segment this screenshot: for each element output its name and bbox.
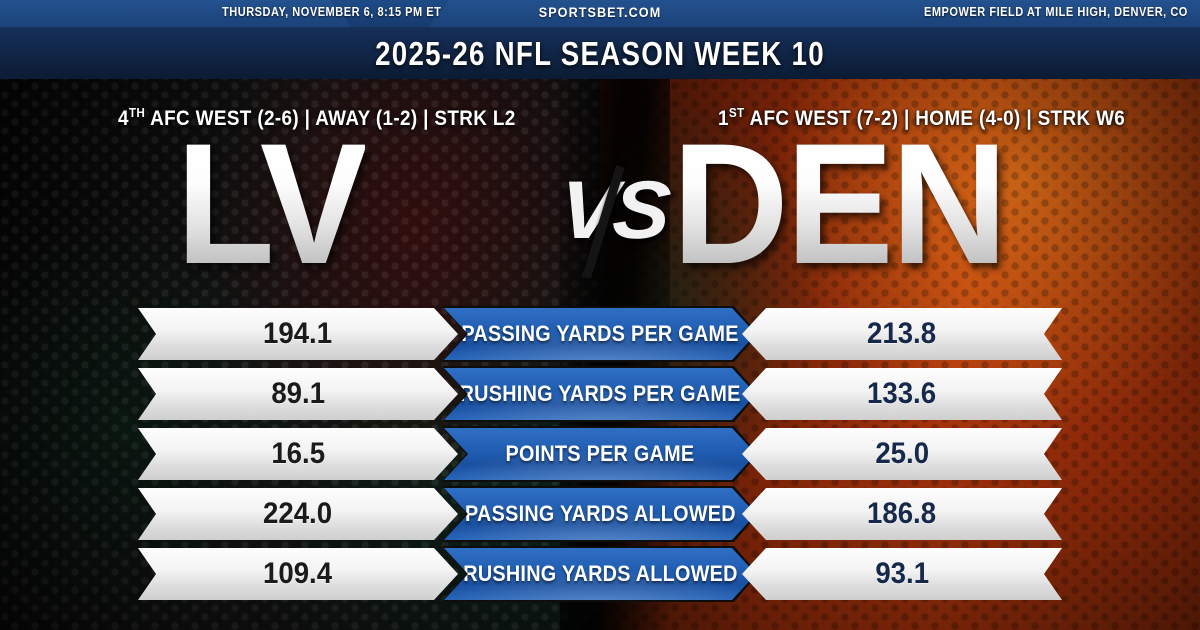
home-team-abbr: DEN [672, 108, 1008, 300]
table-row: 224.0 PASSING YARDS ALLOWED 186.8 [0, 486, 1200, 542]
away-stat-value-cell: 194.1 [138, 308, 458, 360]
home-stat-value: 213.8 [867, 317, 937, 350]
home-stat-value-cell: 93.1 [742, 548, 1062, 600]
away-stat-value: 194.1 [263, 317, 333, 350]
header-notch [330, 0, 450, 30]
away-stat-value-cell: 16.5 [138, 428, 458, 480]
away-stat-value-cell: 109.4 [138, 548, 458, 600]
home-record-line: AFC WEST (7-2) | HOME (4-0) | STRK W6 [750, 107, 1126, 130]
stat-comparison-table: 194.1 PASSING YARDS PER GAME 213.8 89.1 … [0, 306, 1200, 608]
game-datetime: THURSDAY, NOVEMBER 6, 8:15 PM ET [222, 5, 442, 19]
away-rank: 4 [118, 107, 129, 130]
vs-badge: VS [556, 165, 670, 279]
stat-label: RUSHING YARDS ALLOWED [462, 561, 738, 586]
table-row: 16.5 POINTS PER GAME 25.0 [0, 426, 1200, 482]
stat-label-cell: RUSHING YARDS PER GAME [444, 368, 756, 420]
home-team-record: 1ST AFC WEST (7-2) | HOME (4-0) | STRK W… [718, 105, 1125, 131]
header-top-strip [0, 0, 1200, 30]
header-band [0, 27, 1200, 79]
away-record-line: AFC WEST (2-6) | AWAY (1-2) | STRK L2 [150, 107, 516, 130]
home-stat-value-cell: 213.8 [742, 308, 1062, 360]
away-team-abbr: LV [176, 108, 368, 300]
table-row: 194.1 PASSING YARDS PER GAME 213.8 [0, 306, 1200, 362]
away-stat-value: 89.1 [271, 377, 325, 410]
home-stat-value-cell: 133.6 [742, 368, 1062, 420]
stat-label: POINTS PER GAME [505, 441, 695, 466]
home-stat-value-cell: 25.0 [742, 428, 1062, 480]
stat-label-cell: RUSHING YARDS ALLOWED [444, 548, 756, 600]
away-stat-value-cell: 89.1 [138, 368, 458, 420]
away-stat-value: 109.4 [263, 557, 333, 590]
away-stat-value: 224.0 [263, 497, 333, 530]
home-stat-value: 133.6 [867, 377, 937, 410]
header-band-inner [0, 27, 1200, 79]
table-row: 109.4 RUSHING YARDS ALLOWED 93.1 [0, 546, 1200, 602]
header-banner: THURSDAY, NOVEMBER 6, 8:15 PM ET SPORTSB… [0, 0, 1200, 88]
home-stat-value: 25.0 [875, 437, 929, 470]
home-rank-suffix: ST [728, 105, 745, 120]
away-stat-value-cell: 224.0 [138, 488, 458, 540]
away-team-record: 4TH AFC WEST (2-6) | AWAY (1-2) | STRK L… [118, 105, 516, 131]
stat-label: PASSING YARDS PER GAME [461, 321, 739, 346]
home-stat-value: 186.8 [867, 497, 937, 530]
home-stat-value: 93.1 [875, 557, 929, 590]
home-rank: 1 [718, 107, 729, 130]
stat-label: PASSING YARDS ALLOWED [464, 501, 736, 526]
home-stat-value-cell: 186.8 [742, 488, 1062, 540]
stat-label-cell: POINTS PER GAME [444, 428, 756, 480]
away-stat-value: 16.5 [271, 437, 325, 470]
stat-label-cell: PASSING YARDS PER GAME [444, 308, 756, 360]
venue-label: EMPOWER FIELD AT MILE HIGH, DENVER, CO [924, 5, 1188, 19]
table-row: 89.1 RUSHING YARDS PER GAME 133.6 [0, 366, 1200, 422]
stat-label: RUSHING YARDS PER GAME [459, 381, 741, 406]
away-rank-suffix: TH [128, 105, 146, 120]
brand-label: SPORTSBET.COM [538, 4, 662, 20]
page-title: 2025-26 NFL SEASON WEEK 10 [375, 35, 825, 72]
stat-label-cell: PASSING YARDS ALLOWED [444, 488, 756, 540]
